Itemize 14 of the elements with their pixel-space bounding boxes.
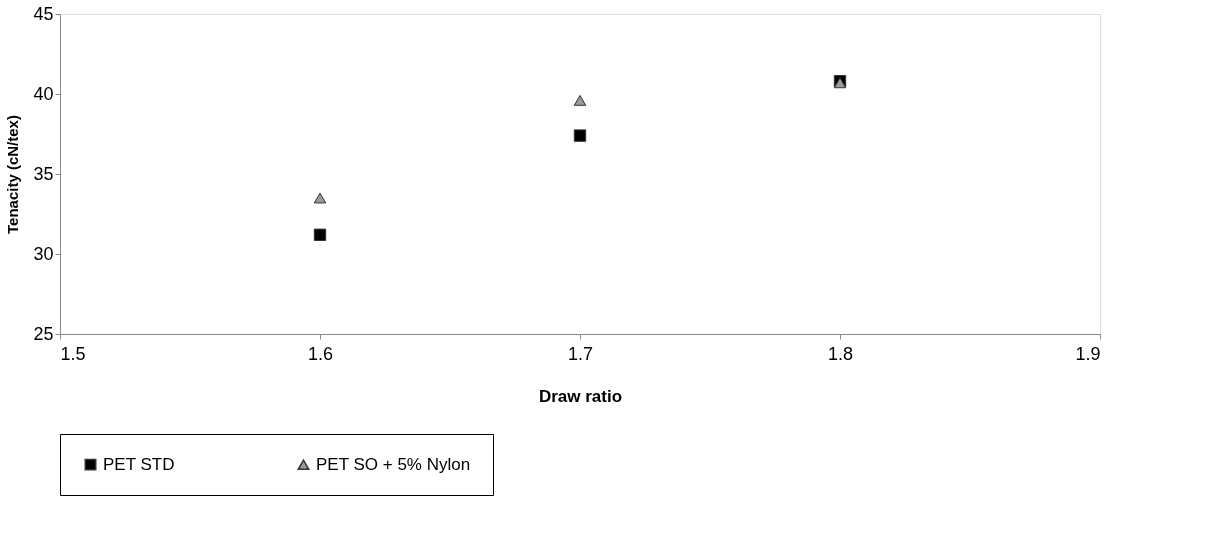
y-tick-label: 45 [33, 3, 54, 24]
legend-label: PET STD [103, 454, 175, 474]
x-tick-label: 1.5 [60, 343, 86, 364]
x-tick-label: 1.7 [567, 343, 594, 364]
x-tick-label: 1.6 [307, 343, 334, 364]
y-tick-label: 40 [33, 83, 54, 104]
legend-label: PET SO + 5% Nylon [316, 454, 471, 474]
y-tick-label: 30 [33, 243, 54, 264]
y-tick-label: 25 [33, 323, 54, 344]
y-axis-title: Tenacity (cN/tex) [4, 115, 22, 234]
x-tick-label: 1.8 [827, 343, 854, 364]
x-axis-title: Draw ratio [538, 386, 623, 406]
x-tick-label: 1.9 [1075, 343, 1101, 364]
y-tick-label: 35 [33, 163, 54, 184]
